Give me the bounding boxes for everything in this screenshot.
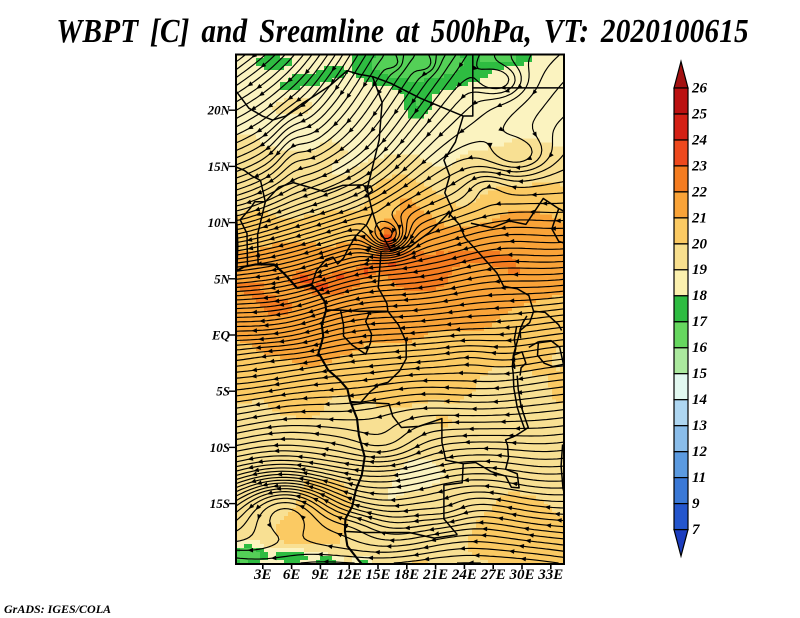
- svg-text:15E: 15E: [365, 567, 390, 583]
- svg-text:11: 11: [692, 470, 706, 486]
- svg-text:10N: 10N: [208, 215, 231, 230]
- svg-text:20N: 20N: [207, 103, 231, 118]
- svg-text:9: 9: [692, 496, 700, 512]
- svg-text:15: 15: [692, 366, 708, 382]
- svg-text:26: 26: [691, 80, 708, 96]
- svg-text:18: 18: [692, 288, 708, 304]
- svg-text:33E: 33E: [537, 567, 563, 583]
- svg-text:18E: 18E: [394, 567, 419, 583]
- svg-text:6E: 6E: [283, 567, 301, 583]
- svg-text:10S: 10S: [210, 440, 230, 455]
- svg-text:23: 23: [691, 158, 708, 174]
- svg-text:17: 17: [692, 314, 708, 330]
- svg-text:21: 21: [691, 210, 707, 226]
- svg-text:22: 22: [691, 184, 708, 200]
- svg-text:19: 19: [692, 262, 708, 278]
- svg-text:15S: 15S: [210, 496, 230, 511]
- svg-text:13: 13: [692, 418, 708, 434]
- svg-text:12E: 12E: [337, 567, 362, 583]
- svg-text:7: 7: [692, 522, 700, 538]
- svg-text:12: 12: [692, 444, 708, 460]
- svg-text:20: 20: [691, 236, 708, 252]
- svg-text:30E: 30E: [508, 567, 534, 583]
- svg-text:25: 25: [691, 106, 708, 122]
- svg-text:16: 16: [692, 340, 708, 356]
- svg-text:5S: 5S: [216, 384, 230, 399]
- svg-text:EQ: EQ: [211, 328, 231, 343]
- svg-text:15N: 15N: [208, 159, 231, 174]
- svg-text:3E: 3E: [253, 567, 272, 583]
- svg-text:24E: 24E: [451, 567, 477, 583]
- svg-text:27E: 27E: [480, 567, 506, 583]
- svg-text:21E: 21E: [422, 567, 448, 583]
- svg-text:5N: 5N: [214, 271, 231, 286]
- svg-text:24: 24: [691, 132, 708, 148]
- svg-text:14: 14: [692, 392, 708, 408]
- svg-text:9E: 9E: [312, 567, 330, 583]
